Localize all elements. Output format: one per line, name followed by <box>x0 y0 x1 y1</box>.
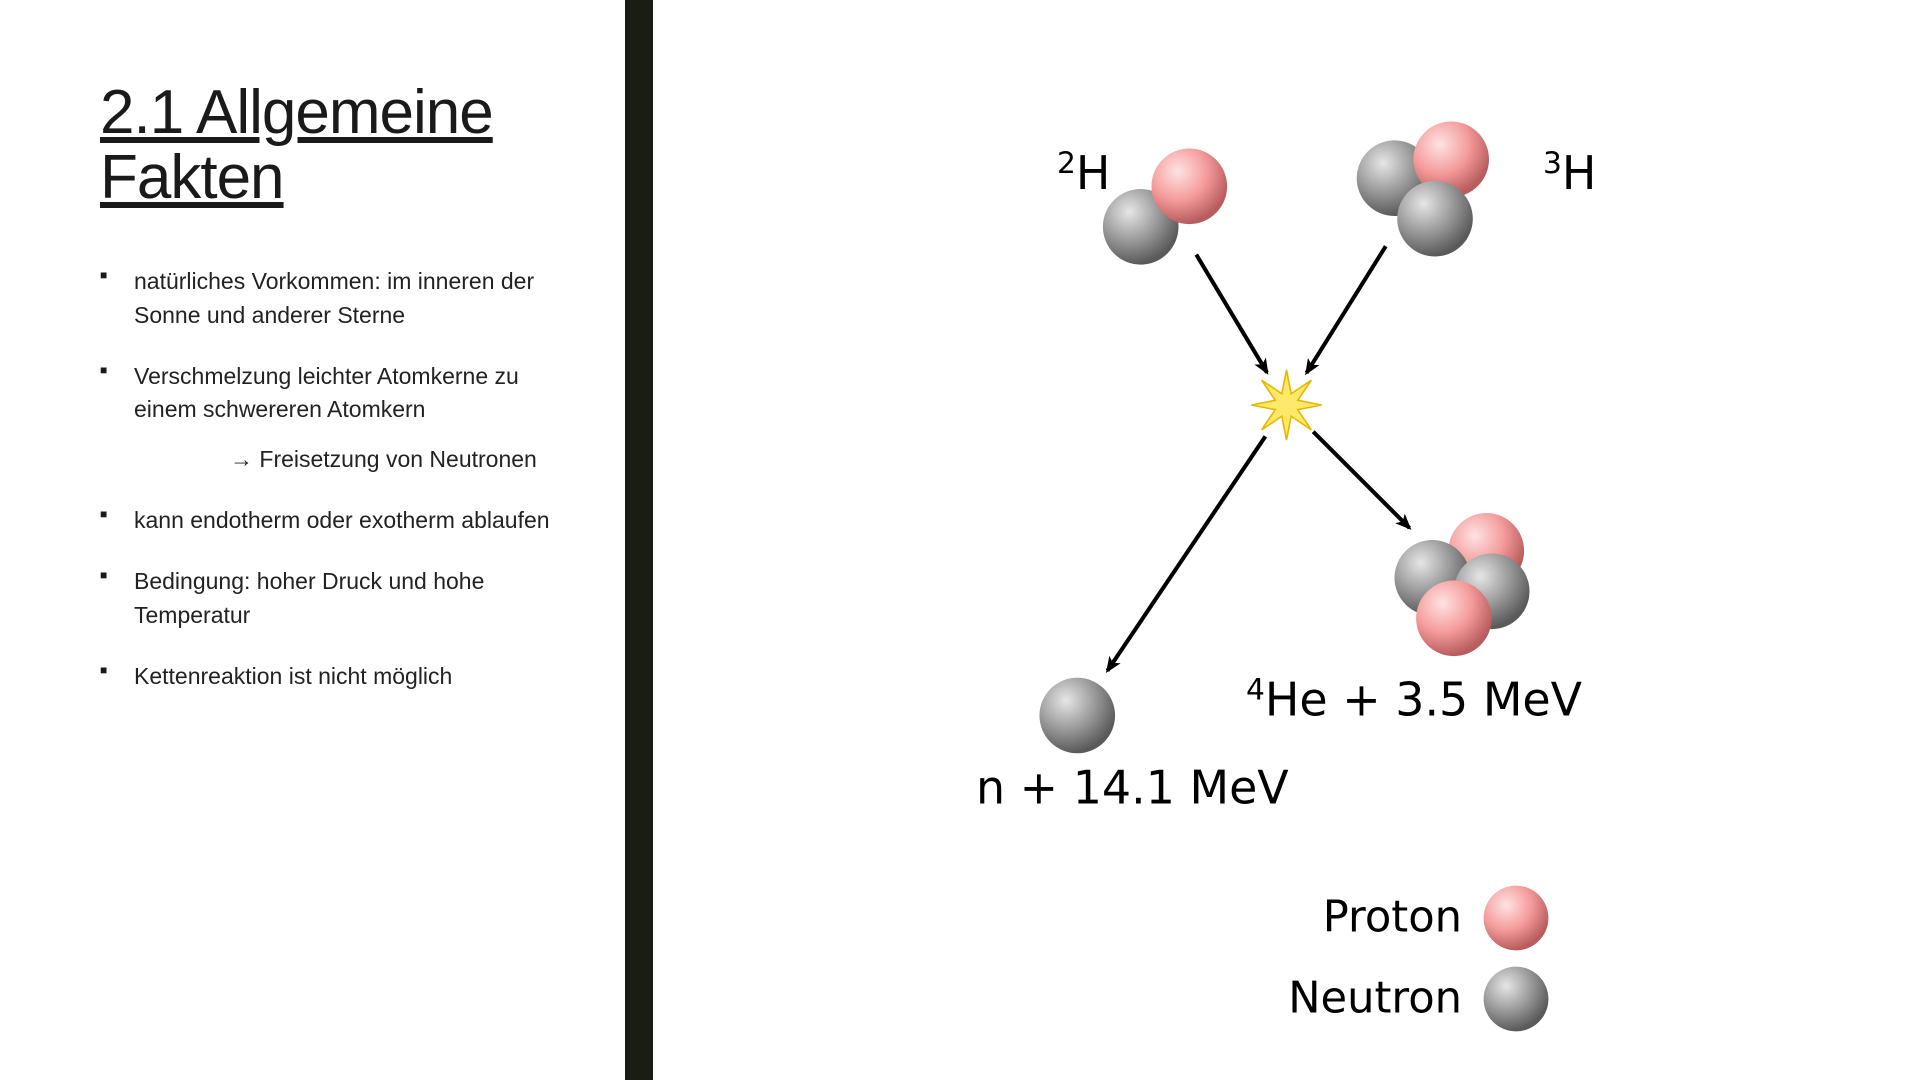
bullet-subline: → Freisetzung von Neutronen <box>100 443 585 476</box>
svg-text:3H: 3H <box>1543 146 1596 200</box>
left-panel: 2.1 Allgemeine Fakten natürliches Vorkom… <box>0 0 625 1080</box>
bullet-item: kann endotherm oder exotherm ablaufen <box>100 504 585 537</box>
bullet-list: kann endotherm oder exotherm ablaufen Be… <box>100 504 585 693</box>
svg-text:n + 14.1 MeV: n + 14.1 MeV <box>976 760 1289 814</box>
slide: 2.1 Allgemeine Fakten natürliches Vorkom… <box>0 0 1920 1080</box>
bullet-list: natürliches Vorkommen: im inneren der So… <box>100 265 585 426</box>
right-panel: 2H 3H 4He + 3.5 MeV n + 14.1 MeV Proton Neutr… <box>653 0 1920 1080</box>
svg-text:4He + 3.5 MeV: 4He + 3.5 MeV <box>1246 672 1583 726</box>
vertical-divider <box>625 0 653 1080</box>
slide-title: 2.1 Allgemeine Fakten <box>100 80 585 210</box>
fusion-diagram: 2H 3H 4He + 3.5 MeV n + 14.1 MeV Proton Neutr… <box>653 0 1920 1080</box>
bullet-item: Kettenreaktion ist nicht möglich <box>100 660 585 693</box>
bullet-item: Verschmelzung leichter Atomkerne zu eine… <box>100 360 585 427</box>
svg-text:Proton: Proton <box>1323 892 1462 942</box>
svg-text:Neutron: Neutron <box>1288 973 1462 1023</box>
svg-text:2H: 2H <box>1057 146 1110 200</box>
bullet-item: Bedingung: hoher Druck und hohe Temperat… <box>100 565 585 632</box>
bullet-item: natürliches Vorkommen: im inneren der So… <box>100 265 585 332</box>
